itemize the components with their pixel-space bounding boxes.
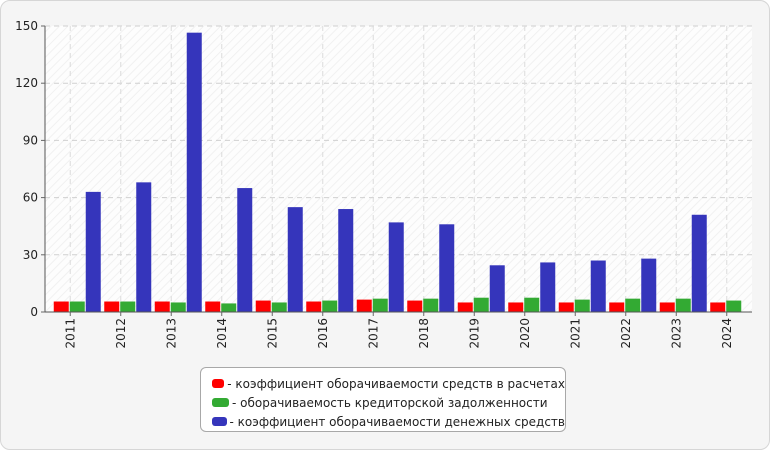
bar-2021-series-1 [574,299,590,312]
bar-2013-series-2 [186,32,202,312]
legend-swatch-cash [212,417,227,426]
legend: - коэффициент оборачиваемости средств в … [200,367,566,432]
x-tick-label: 2011 [63,318,77,349]
x-tick-label: 2018 [417,318,431,349]
bar-2014-series-0 [205,301,221,312]
legend-label-cash: - коэффициент оборачиваемости денежных с… [229,414,566,429]
bar-2014-series-1 [221,303,237,312]
x-tick-label: 2015 [265,318,279,349]
legend-item-cash: - коэффициент оборачиваемости денежных с… [212,412,565,431]
x-axis-ticks: 2011 2012 2013 2014 2015 2016 2017 2018 2019 2020… [63,312,734,349]
bar-2018-series-2 [439,224,455,312]
legend-swatch-payables [212,398,229,407]
y-tick-label: 90 [23,133,38,147]
legend-swatch-receivables [212,379,225,388]
bar-2019-series-2 [489,265,505,312]
bar-2011-series-1 [69,301,85,312]
bar-2022-series-0 [609,302,625,312]
bar-2019-series-0 [457,302,473,312]
y-tick-label: 30 [23,248,38,262]
bar-2011-series-0 [53,301,69,312]
legend-item-receivables: - коэффициент оборачиваемости средств в … [212,374,565,393]
x-tick-label: 2019 [467,318,481,349]
bar-2014-series-2 [237,188,253,312]
legend-item-payables: - оборачиваемость кредиторской задолженн… [212,393,565,412]
x-tick-label: 2023 [669,318,683,349]
bar-2020-series-0 [508,302,524,312]
y-axis-ticks: 0 30 60 90 120 150 [15,19,45,319]
bar-2017-series-2 [388,222,404,312]
y-tick-label: 60 [23,191,38,205]
bar-2016-series-0 [306,301,322,312]
bar-2017-series-0 [356,299,372,312]
bar-2011-series-2 [85,191,101,312]
bar-2019-series-1 [473,297,489,312]
x-tick-label: 2024 [720,318,734,349]
bar-2022-series-2 [641,258,657,312]
bar-2021-series-2 [590,260,606,312]
axes [44,26,752,313]
bars [53,32,742,312]
x-tick-label: 2013 [164,318,178,349]
bar-2015-series-0 [255,300,271,312]
bar-2012-series-1 [120,301,136,312]
bar-2024-series-0 [710,302,726,312]
legend-label-receivables: - коэффициент оборачиваемости средств в … [227,376,565,391]
bar-2023-series-1 [675,298,691,312]
x-tick-label: 2022 [619,318,633,349]
x-tick-label: 2012 [114,318,128,349]
grid-lines [45,25,752,312]
bar-2018-series-0 [407,300,423,312]
bar-2023-series-0 [659,302,675,312]
y-tick-label: 150 [15,19,38,33]
x-tick-label: 2014 [215,318,229,349]
bar-2023-series-2 [691,214,707,312]
bar-2018-series-1 [423,298,439,312]
x-tick-label: 2017 [366,318,380,349]
bar-2022-series-1 [625,298,641,312]
x-tick-label: 2021 [568,318,582,349]
bar-2020-series-2 [540,262,556,312]
bar-2013-series-0 [154,301,170,312]
bar-2013-series-1 [170,302,186,312]
bar-2015-series-2 [287,207,303,312]
bar-2024-series-1 [726,300,742,312]
x-tick-label: 2020 [518,318,532,349]
bar-2020-series-1 [524,297,540,312]
legend-label-payables: - оборачиваемость кредиторской задолженн… [232,395,548,410]
bar-2017-series-1 [372,298,388,312]
bar-2012-series-2 [136,182,152,312]
bar-2015-series-1 [271,302,287,312]
y-tick-label: 0 [30,305,38,319]
x-tick-label: 2016 [316,318,330,349]
bar-2012-series-0 [104,301,120,312]
bar-2016-series-2 [338,209,354,312]
y-tick-label: 120 [15,76,38,90]
bar-2021-series-0 [558,302,574,312]
bar-2016-series-1 [322,300,338,312]
